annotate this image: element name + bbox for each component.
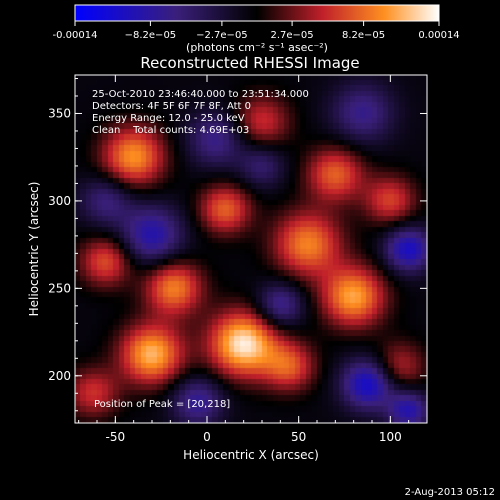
y-tick-label: 350: [48, 106, 71, 120]
y-tick-label: 200: [48, 369, 71, 383]
annotation-time: 25-Oct-2010 23:46:40.000 to 23:51:34.000: [92, 89, 309, 100]
x-tick-label: 0: [203, 430, 211, 444]
y-tick-label: 300: [48, 194, 71, 208]
y-tick-label: 250: [48, 281, 71, 295]
colorbar-unit-label: (photons cm⁻² s⁻¹ asec⁻²): [186, 41, 328, 54]
colorbar-tick-label: 8.2e−05: [342, 30, 385, 41]
x-tick-label: -50: [106, 430, 126, 444]
annotation-detectors: Detectors: 4F 5F 6F 7F 8F, Att 0: [92, 101, 251, 112]
colorbar-tick-label: 2.7e−05: [271, 30, 314, 41]
x-tick-label: 50: [291, 430, 306, 444]
x-axis-label: Heliocentric X (arcsec): [183, 448, 319, 462]
y-axis-label: Heliocentric Y (arcsec): [27, 182, 41, 317]
colorbar-tick-label: −8.2e−05: [125, 30, 177, 41]
colorbar-tick-label: −2.7e−05: [196, 30, 248, 41]
plot-frame: [74, 74, 428, 424]
colorbar: [74, 4, 440, 22]
y-axis-ticks: 200 250 300 350: [48, 77, 427, 412]
colorbar-tick-label: -0.00014: [53, 30, 98, 41]
annotation-energy: Energy Range: 12.0 - 25.0 keV: [92, 113, 245, 124]
colorbar-ticks: -0.00014 −8.2e−05 −2.7e−05 2.7e−05 8.2e−05 0.…: [53, 21, 460, 41]
chart-title: Reconstructed RHESSI Image: [140, 54, 359, 72]
heatmap-image: [75, 75, 427, 423]
x-axis-ticks: -50 0 50 100: [78, 75, 428, 444]
annotation-clean: Clean Total counts: 4.69E+03: [92, 125, 249, 136]
peak-position-label: Position of Peak = [20,218]: [94, 399, 230, 410]
colorbar-tick-label: 0.00014: [418, 30, 459, 41]
x-tick-label: 100: [379, 430, 402, 444]
footer-date: 2-Aug-2013 05:12: [405, 487, 495, 498]
